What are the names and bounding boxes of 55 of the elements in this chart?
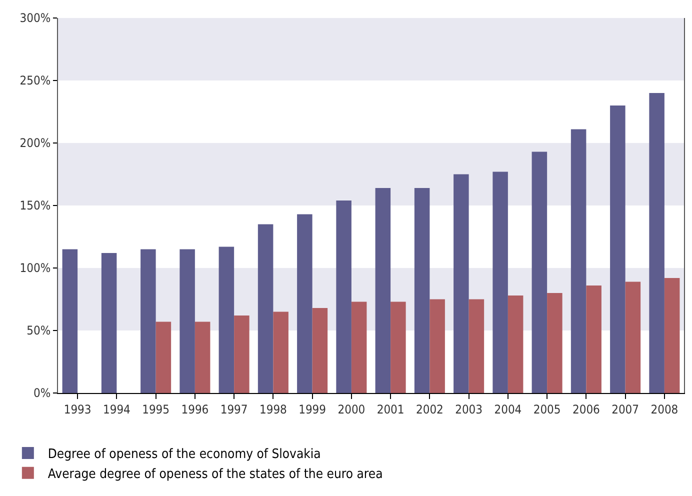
bar <box>649 93 664 393</box>
bar <box>492 172 508 393</box>
x-tick-label: 2001 <box>376 402 404 416</box>
bar <box>234 316 250 393</box>
bar <box>390 302 406 393</box>
bar <box>194 322 210 393</box>
bar <box>273 312 288 393</box>
bar <box>508 296 524 393</box>
y-tick-label: 250% <box>20 74 51 88</box>
bar <box>297 214 312 393</box>
bar <box>664 278 680 393</box>
x-tick-label: 2007 <box>612 402 640 416</box>
x-tick-label: 2000 <box>338 402 366 416</box>
bar <box>336 200 352 393</box>
x-tick-label: 2004 <box>494 402 522 416</box>
bar <box>156 322 172 393</box>
x-tick-label: 1997 <box>220 402 248 416</box>
x-tick-label: 2006 <box>572 402 600 416</box>
x-tick-label: 2008 <box>650 402 678 416</box>
bar <box>258 224 274 393</box>
bar <box>312 308 328 393</box>
y-tick-label: 50% <box>26 324 51 338</box>
legend-label: Degree of openess of the economy of Slovakia <box>48 447 321 462</box>
x-tick-label: 1995 <box>142 402 170 416</box>
x-tick-label: 2005 <box>533 402 561 416</box>
x-tick-label: 1996 <box>181 402 209 416</box>
bar <box>468 299 484 393</box>
bar <box>547 293 562 393</box>
legend-label: Average degree of openess of the states of the euro area <box>48 466 383 482</box>
bar <box>351 302 367 393</box>
bar <box>610 106 626 393</box>
x-tick-label: 1994 <box>102 402 131 416</box>
bar <box>180 249 195 393</box>
y-tick-label: 200% <box>20 136 51 150</box>
y-tick-label: 150% <box>20 198 51 213</box>
y-tick-label: 0% <box>33 386 51 400</box>
x-tick-label: 1998 <box>259 402 288 416</box>
bar <box>570 129 586 393</box>
bar <box>414 188 430 393</box>
bar <box>375 188 391 393</box>
y-tick-label: 300% <box>20 11 51 26</box>
bar <box>532 152 548 393</box>
bar <box>586 286 602 393</box>
x-tick-label: 2002 <box>416 402 444 416</box>
bar <box>140 249 156 393</box>
y-tick-label: 100% <box>20 261 51 276</box>
x-tick-label: 1993 <box>64 402 92 416</box>
bar <box>625 282 641 393</box>
x-tick-label: 2003 <box>455 402 483 416</box>
bar <box>62 249 78 393</box>
bar <box>218 246 234 393</box>
bar <box>101 253 117 393</box>
bar <box>454 174 469 393</box>
x-tick-label: 1999 <box>298 402 326 416</box>
bar <box>430 299 445 393</box>
